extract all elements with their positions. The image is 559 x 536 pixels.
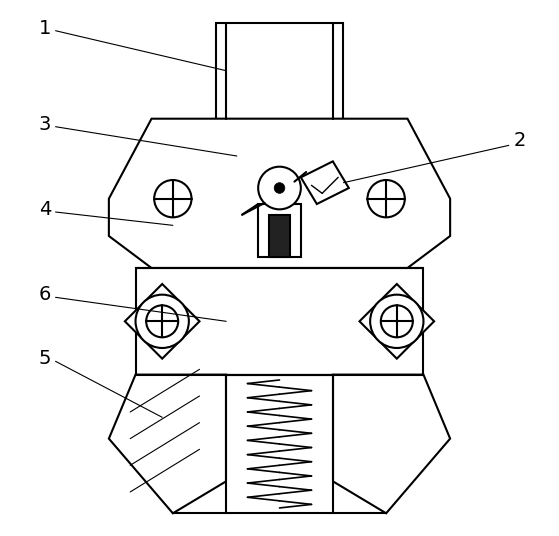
Circle shape: [258, 167, 301, 210]
Text: 1: 1: [39, 19, 51, 38]
Circle shape: [370, 295, 424, 348]
Polygon shape: [359, 284, 434, 359]
Polygon shape: [226, 375, 333, 513]
Bar: [216, 23, 343, 118]
Polygon shape: [125, 284, 200, 359]
Bar: [258, 204, 301, 257]
Text: 5: 5: [39, 349, 51, 368]
Circle shape: [135, 295, 189, 348]
Text: 2: 2: [513, 131, 525, 150]
Circle shape: [274, 183, 285, 193]
Bar: [269, 215, 290, 257]
Polygon shape: [109, 375, 226, 513]
Polygon shape: [109, 118, 450, 268]
Bar: [135, 268, 424, 375]
Text: 4: 4: [39, 200, 51, 219]
Polygon shape: [301, 161, 349, 204]
Text: 6: 6: [39, 285, 51, 304]
Polygon shape: [333, 375, 450, 513]
Text: 3: 3: [39, 115, 51, 133]
